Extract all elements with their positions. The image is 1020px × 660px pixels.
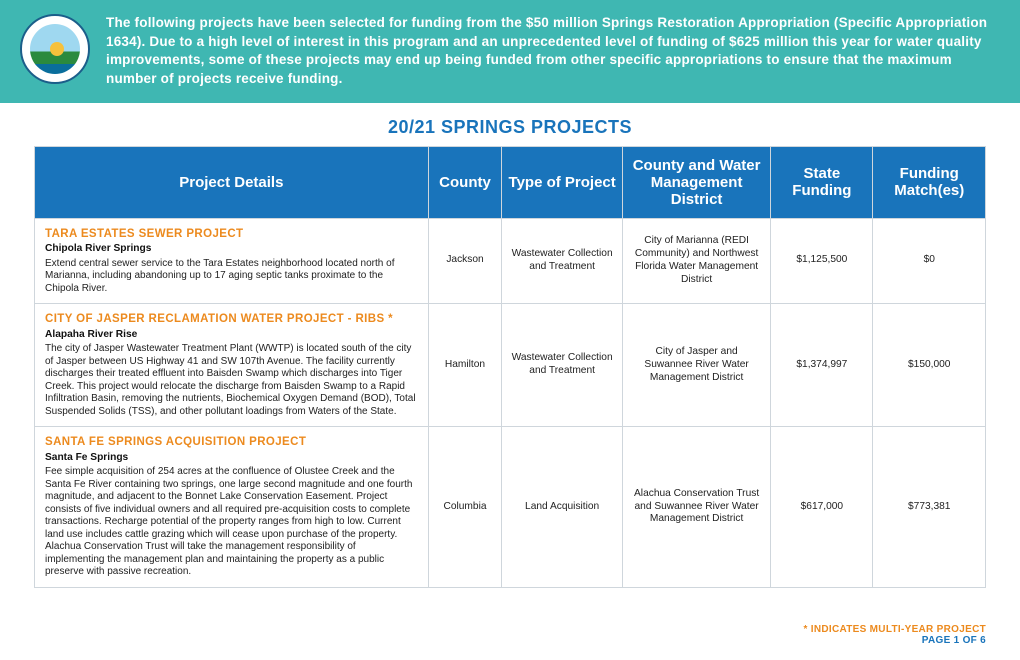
page-footer: * INDICATES MULTI-YEAR PROJECT PAGE 1 OF… [803, 624, 986, 646]
cell-details: CITY OF JASPER RECLAMATION WATER PROJECT… [35, 304, 429, 427]
project-subtitle: Santa Fe Springs [45, 452, 418, 465]
cell-details: TARA ESTATES SEWER PROJECT Chipola River… [35, 218, 429, 304]
project-subtitle: Alapaha River Rise [45, 329, 418, 342]
agency-seal [20, 14, 90, 84]
cell-funding: $1,374,997 [771, 304, 873, 427]
project-subtitle: Chipola River Springs [45, 243, 418, 256]
col-header-type: Type of Project [502, 146, 623, 218]
banner-text: The following projects have been selecte… [106, 14, 990, 89]
top-banner: The following projects have been selecte… [0, 0, 1020, 103]
col-header-county: County [428, 146, 502, 218]
cell-district: Alachua Conservation Trust and Suwannee … [622, 427, 770, 588]
project-title: TARA ESTATES SEWER PROJECT [45, 227, 418, 241]
page-title: 20/21 SPRINGS PROJECTS [0, 117, 1020, 138]
footnote: * INDICATES MULTI-YEAR PROJECT [803, 624, 986, 635]
project-description: Fee simple acquisition of 254 acres at t… [45, 466, 418, 579]
cell-type: Land Acquisition [502, 427, 623, 588]
project-title: SANTA FE SPRINGS ACQUISITION PROJECT [45, 435, 418, 449]
cell-funding: $1,125,500 [771, 218, 873, 304]
table-header-row: Project Details County Type of Project C… [35, 146, 986, 218]
table-row: SANTA FE SPRINGS ACQUISITION PROJECT San… [35, 427, 986, 588]
cell-district: City of Marianna (REDI Community) and No… [622, 218, 770, 304]
cell-match: $150,000 [873, 304, 986, 427]
project-title: CITY OF JASPER RECLAMATION WATER PROJECT… [45, 312, 418, 326]
cell-county: Jackson [428, 218, 502, 304]
page-number: PAGE 1 OF 6 [803, 635, 986, 646]
cell-county: Hamilton [428, 304, 502, 427]
col-header-match: Funding Match(es) [873, 146, 986, 218]
cell-funding: $617,000 [771, 427, 873, 588]
col-header-district: County and Water Management District [622, 146, 770, 218]
projects-table: Project Details County Type of Project C… [34, 146, 986, 588]
table-row: TARA ESTATES SEWER PROJECT Chipola River… [35, 218, 986, 304]
cell-county: Columbia [428, 427, 502, 588]
col-header-funding: State Funding [771, 146, 873, 218]
cell-match: $773,381 [873, 427, 986, 588]
col-header-details: Project Details [35, 146, 429, 218]
cell-type: Wastewater Collection and Treatment [502, 304, 623, 427]
projects-table-wrap: Project Details County Type of Project C… [0, 146, 1020, 588]
cell-district: City of Jasper and Suwannee River Water … [622, 304, 770, 427]
table-row: CITY OF JASPER RECLAMATION WATER PROJECT… [35, 304, 986, 427]
cell-details: SANTA FE SPRINGS ACQUISITION PROJECT San… [35, 427, 429, 588]
cell-match: $0 [873, 218, 986, 304]
project-description: The city of Jasper Wastewater Treatment … [45, 343, 418, 418]
project-description: Extend central sewer service to the Tara… [45, 258, 418, 296]
cell-type: Wastewater Collection and Treatment [502, 218, 623, 304]
